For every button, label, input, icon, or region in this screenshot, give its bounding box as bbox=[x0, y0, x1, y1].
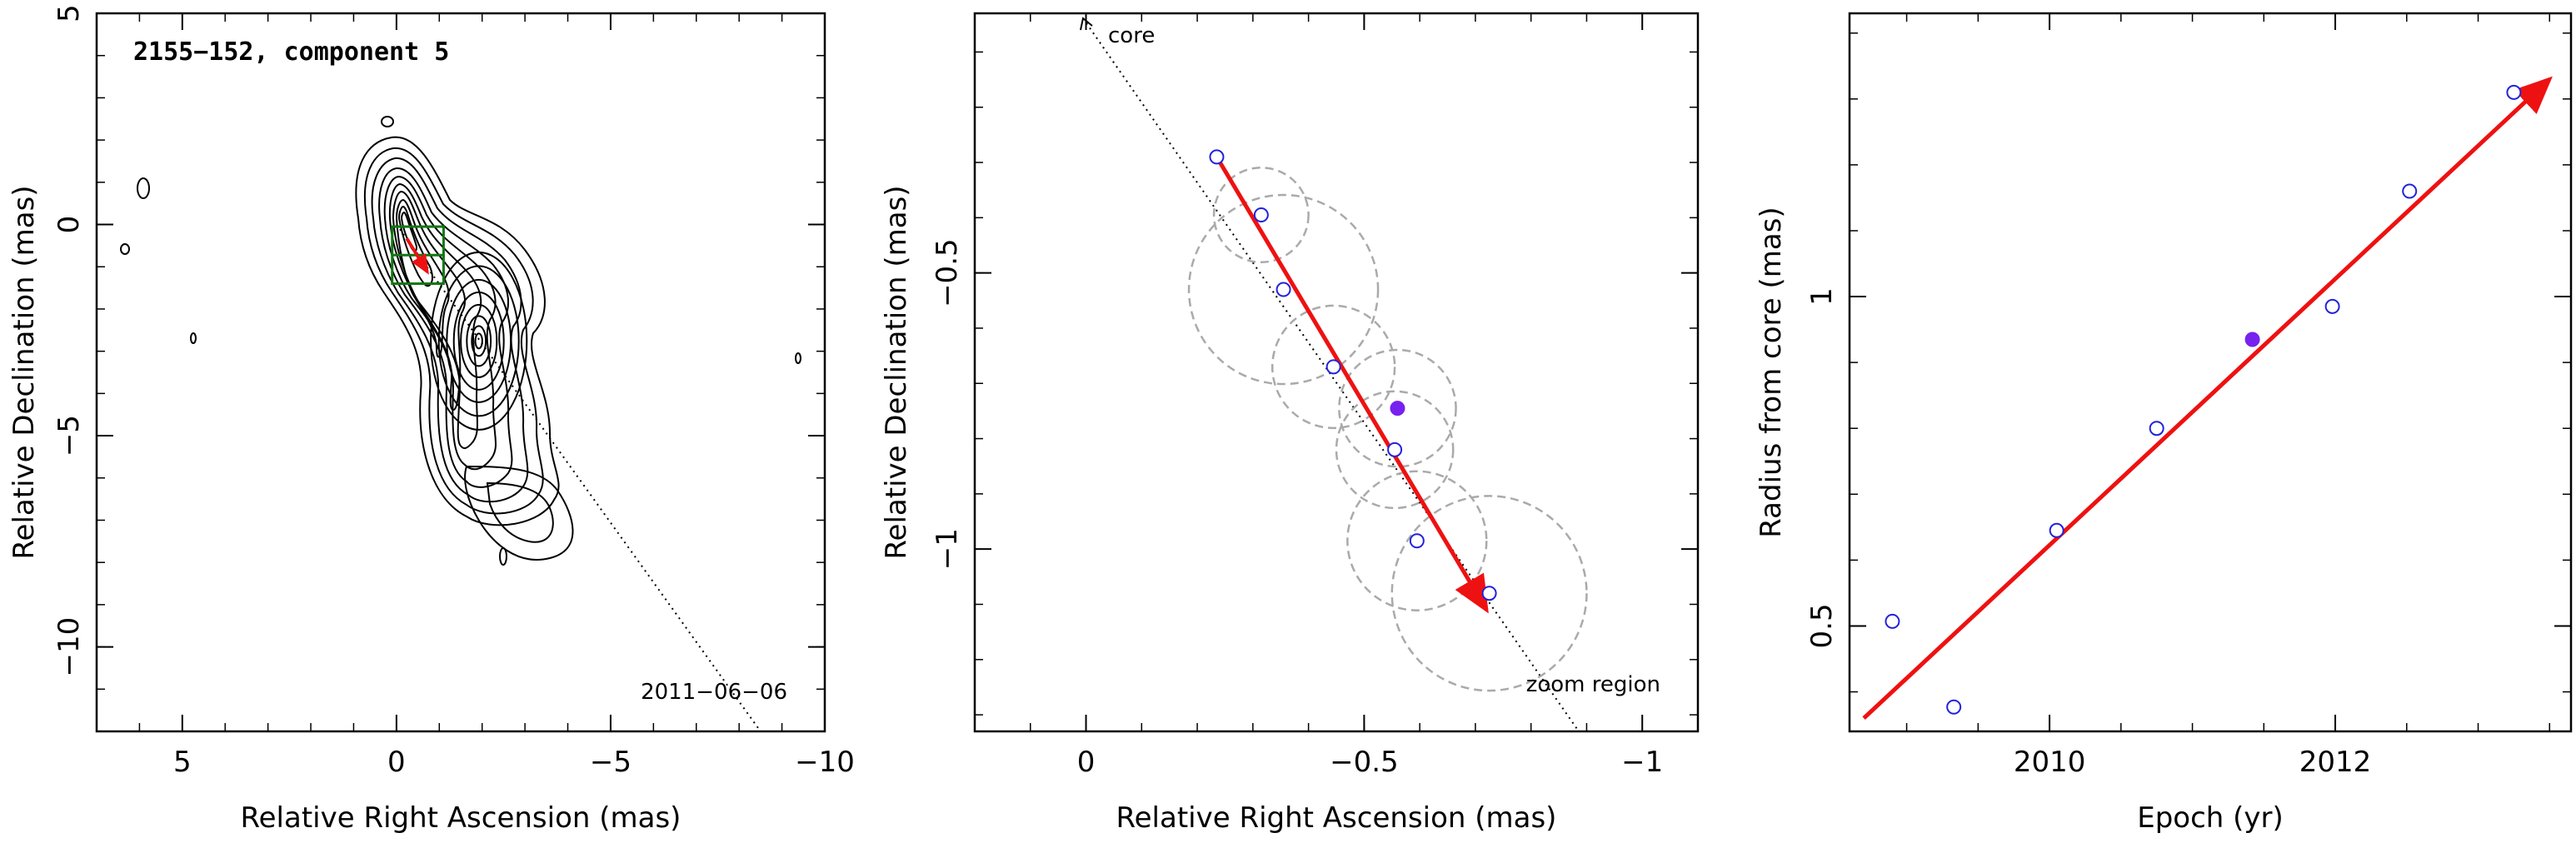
epoch-point bbox=[1387, 441, 1403, 457]
fit-line bbox=[1862, 76, 2553, 721]
x-tick-label: 0 bbox=[387, 746, 406, 779]
contour bbox=[430, 251, 528, 431]
chart-title: 2155−152, component 5 bbox=[133, 37, 449, 67]
uncertainty-circle bbox=[1338, 348, 1457, 468]
uncertainty-circle bbox=[1187, 193, 1380, 386]
epoch-point bbox=[2324, 298, 2340, 314]
contour-island bbox=[795, 352, 801, 364]
epoch-point bbox=[1325, 359, 1341, 375]
x-tick-label: 2010 bbox=[2014, 746, 2086, 779]
epoch-point bbox=[2149, 421, 2164, 436]
contour bbox=[388, 182, 482, 450]
x-tick-label: −0.5 bbox=[1330, 746, 1399, 779]
y-tick-label: −1 bbox=[931, 528, 964, 570]
y-axis-label: Radius from core (mas) bbox=[1755, 207, 1788, 537]
contour bbox=[452, 291, 505, 391]
contour bbox=[460, 303, 498, 378]
epoch-point bbox=[2506, 84, 2522, 100]
contour bbox=[466, 315, 492, 367]
x-axis-label: Relative Right Ascension (mas) bbox=[241, 801, 681, 835]
epoch-radii bbox=[1885, 84, 2522, 715]
uncertainty-circle bbox=[1212, 167, 1310, 264]
contour bbox=[486, 481, 554, 543]
epoch-point bbox=[1409, 533, 1425, 549]
uncertainty-circles bbox=[1187, 167, 1588, 692]
y-tick-label: 0 bbox=[52, 216, 86, 234]
plot-frame bbox=[95, 12, 826, 733]
epoch-point bbox=[2049, 522, 2064, 538]
x-tick-label: −1 bbox=[1621, 746, 1663, 779]
y-tick-label: 1 bbox=[1805, 287, 1839, 306]
y-tick-label: −0.5 bbox=[931, 238, 964, 307]
contour-map bbox=[120, 116, 801, 566]
epoch-point bbox=[1209, 149, 1225, 165]
contour bbox=[395, 198, 450, 358]
core-direction-line bbox=[1082, 17, 1580, 732]
core-label: core bbox=[1108, 23, 1155, 48]
contour-island bbox=[137, 177, 150, 199]
x-tick-label: −10 bbox=[795, 746, 855, 779]
contour bbox=[474, 332, 483, 350]
y-tick-label: 0.5 bbox=[1805, 603, 1839, 648]
uncertainty-circle bbox=[1335, 390, 1455, 510]
epoch-point bbox=[1276, 282, 1291, 297]
plot-frame bbox=[973, 12, 1700, 733]
contour bbox=[437, 265, 520, 417]
epoch-point bbox=[1481, 586, 1497, 601]
zoom-region-label: zoom region bbox=[1526, 672, 1660, 697]
x-axis-label: Epoch (yr) bbox=[2137, 801, 2284, 835]
y-axis-label: Relative Declination (mas) bbox=[880, 185, 913, 559]
uncertainty-circle bbox=[1390, 495, 1588, 692]
contour bbox=[378, 167, 513, 488]
panel-contour-map: 5 0 −5 −10 5 0 −5 −10 2155−152, component 5 201… bbox=[7, 4, 855, 835]
epoch-point bbox=[1253, 207, 1269, 223]
y-tick-label: 5 bbox=[52, 4, 86, 22]
epoch-point bbox=[1946, 699, 1962, 715]
current-epoch-point bbox=[1390, 401, 1405, 417]
current-epoch-point bbox=[2244, 332, 2260, 347]
uncertainty-circle bbox=[1271, 304, 1396, 430]
x-tick-label: −5 bbox=[590, 746, 632, 779]
y-axis-label: Relative Declination (mas) bbox=[7, 185, 41, 559]
x-tick-label: 0 bbox=[1077, 746, 1096, 779]
contour bbox=[363, 147, 544, 515]
contour-island bbox=[190, 332, 197, 344]
x-tick-label: 5 bbox=[173, 746, 192, 779]
epoch-date-label: 2011−06−06 bbox=[641, 680, 787, 705]
x-axis-label: Relative Right Ascension (mas) bbox=[1116, 801, 1557, 835]
contour bbox=[464, 465, 574, 561]
y-tick-label: −5 bbox=[52, 415, 86, 456]
panel-radius-vs-epoch: 2010 2012 0.5 1 Epoch (yr) Radius from core… bbox=[1755, 12, 2573, 835]
contour bbox=[355, 136, 560, 526]
contour bbox=[446, 278, 512, 403]
contour bbox=[392, 190, 466, 412]
uncertainty-circle bbox=[1346, 470, 1488, 611]
component-vector bbox=[405, 237, 429, 275]
plot-frame bbox=[1848, 12, 2573, 733]
contour bbox=[371, 157, 529, 503]
epoch-positions bbox=[1209, 149, 1497, 601]
y-tick-label: −10 bbox=[52, 617, 86, 677]
core-direction-line bbox=[396, 223, 761, 732]
contour bbox=[397, 205, 433, 287]
fit-vector bbox=[1215, 156, 1489, 614]
x-tick-label: 2012 bbox=[2299, 746, 2372, 779]
epoch-point bbox=[2402, 183, 2418, 199]
contour-island bbox=[120, 243, 130, 255]
contour-island bbox=[381, 116, 394, 127]
epoch-point bbox=[1885, 613, 1900, 629]
core-arrowhead bbox=[1080, 17, 1093, 31]
panel-zoom-region: 0 −0.5 −1 −0.5 −1 core zoom region Relative … bbox=[880, 12, 1700, 835]
contour bbox=[471, 325, 487, 357]
contour-island bbox=[499, 547, 507, 566]
